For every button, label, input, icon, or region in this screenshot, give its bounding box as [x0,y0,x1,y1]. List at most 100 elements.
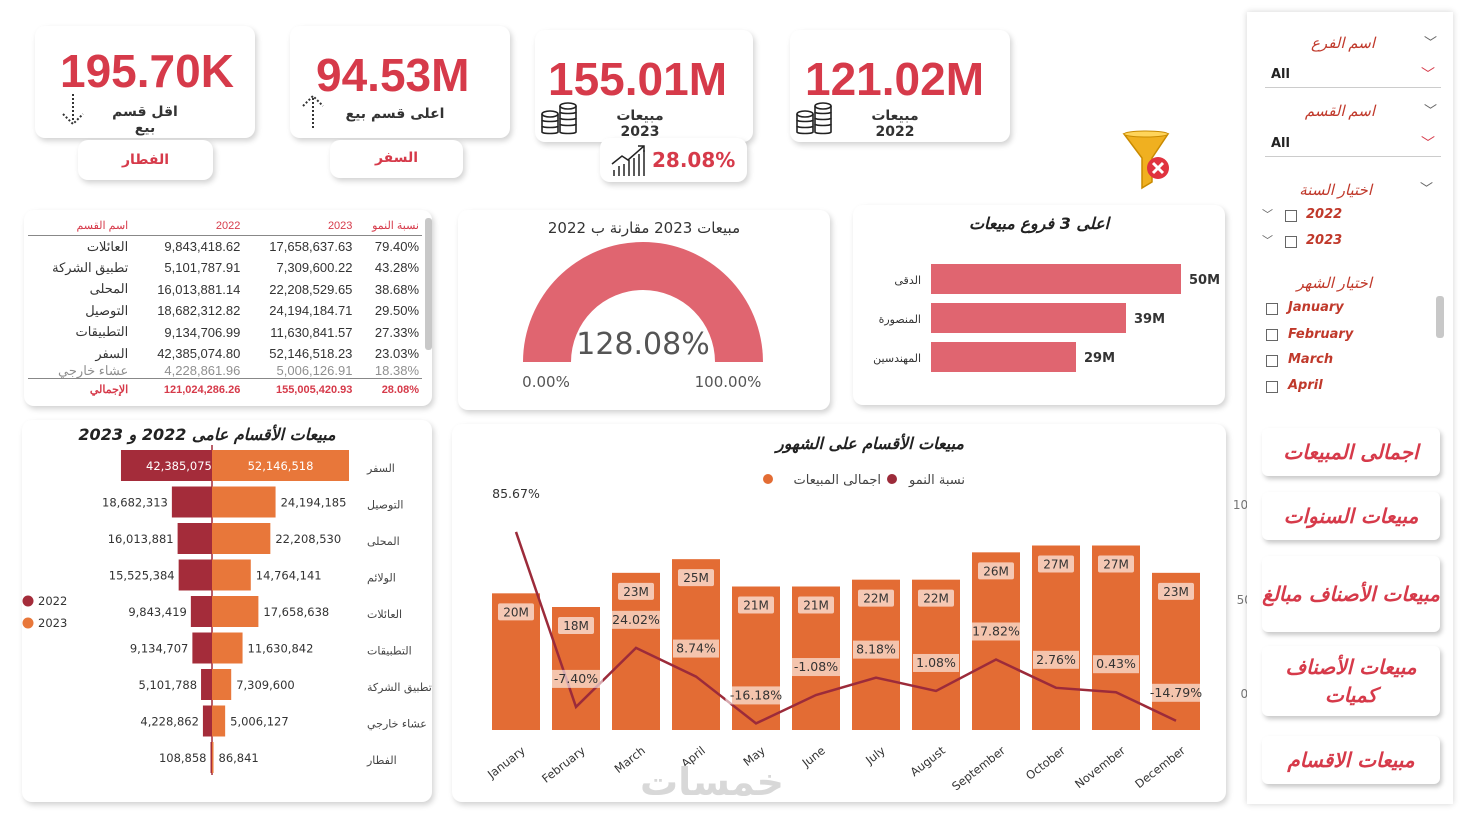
table-row[interactable]: السفر 42,385,074.80 52,146,518.23 23.03% [28,343,422,365]
table-cell-2023: 5,006,126.91 [276,364,353,379]
clear-filter-icon[interactable] [1122,130,1174,192]
bar-2023[interactable] [212,559,251,591]
bar-2023-label: 14,764,141 [256,569,322,583]
branch-bar[interactable] [931,264,1181,294]
nav-sections-sales-button[interactable]: مبيعات الاقسام [1262,736,1440,784]
table-row[interactable]: المحلى 16,013,881.14 22,208,529.65 38.68% [28,279,422,301]
growth-chart-icon [611,145,645,176]
branch-dropdown[interactable]: All ﹀ [1265,62,1441,88]
growth-label: -1.08% [794,659,838,674]
bar-2022[interactable] [190,596,212,627]
month-april-checkbox[interactable] [1266,381,1278,393]
table-header-2023[interactable]: 2023 [243,216,356,236]
chevron-down-icon[interactable]: ﹀ [1262,208,1273,221]
kpi-sales-2022-label: مبيعات 2022 [871,108,919,140]
kpi-card-max-sub [330,140,463,178]
bar-2023[interactable] [212,632,243,664]
kpi-min-section-label: اقل قسم بيع [112,104,178,136]
section-category-label: المحلى [367,535,400,548]
month-bar[interactable] [972,552,1020,730]
legend-label: 2022 [38,594,67,608]
month-february-label[interactable]: February [1288,327,1354,342]
table-cell-2023: 11,630,841.57 [270,324,353,340]
chevron-down-icon[interactable]: ﹀ [1420,182,1434,197]
table-header-growth[interactable]: نسبة النمو [355,216,422,236]
month-bar-label-bg [558,617,594,634]
bar-2022[interactable] [192,632,212,664]
year-2023-checkbox[interactable] [1285,236,1297,248]
month-bar-label: 22M [923,592,949,606]
kpi-sales-2022-value: 121.02M [805,53,985,105]
table-header-2022[interactable]: 2022 [131,216,244,236]
nav-items-amount-button[interactable]: مبيعات الأصناف مبالغ [1262,556,1440,632]
bar-2022[interactable] [120,450,212,481]
bar-2023[interactable] [212,669,232,700]
chevron-down-icon[interactable]: ﹀ [1262,234,1273,247]
branch-bar[interactable] [931,342,1076,372]
legend-growth: نسبة النمو [908,473,965,488]
growth-line[interactable] [514,531,1177,725]
bar-2022[interactable] [171,486,212,518]
bar-2023[interactable] [212,596,259,627]
month-bar[interactable] [1092,545,1140,731]
bar-2022[interactable] [201,669,212,700]
table-header-name[interactable]: اسم القسم [28,216,132,236]
bar-2023[interactable] [212,523,271,554]
chevron-down-icon[interactable]: ﹀ [1424,104,1438,119]
chevron-down-icon: ﹀ [1421,136,1435,152]
legend-dot [22,617,34,629]
month-bar-label-bg [618,582,654,600]
branch-label: الدقى [894,274,921,287]
month-bar-label-bg [738,596,774,614]
month-march-label[interactable]: March [1288,352,1334,367]
year-2022-label[interactable]: 2022 [1306,207,1343,222]
bar-2023[interactable] [212,450,349,481]
month-april-label[interactable]: April [1288,378,1323,393]
branch-dropdown-value: All [1271,67,1290,82]
growth-label: -7.40% [554,671,598,686]
month-january-checkbox[interactable] [1266,303,1278,315]
bar-2023[interactable] [212,742,214,773]
growth-label: 1.08% [916,655,956,670]
month-january-label[interactable]: January [1288,300,1344,315]
section-dropdown[interactable]: All ﹀ [1265,131,1441,157]
month-slicer-scrollbar[interactable] [1436,296,1444,338]
table-row[interactable]: العائلات 9,843,418.62 17,658,637.63 79.40% [28,236,422,258]
section-category-label: تطبيق الشركة [367,681,432,695]
gauge-min-label: 0.00% [522,373,570,391]
table-cell-2022: 9,134,706.99 [164,324,241,340]
year-2022-checkbox[interactable] [1285,210,1297,222]
growth-label-bg [789,658,843,677]
bar-2023[interactable] [212,705,226,737]
month-bar[interactable] [1032,545,1080,731]
bar-2023[interactable] [212,486,276,518]
kpi-max-section-name: السفر [374,150,419,166]
table-cell-2023: 52,146,518.23 [269,346,353,362]
table-scrollbar[interactable] [425,218,432,350]
table-cell-name: التطبيقات [75,324,129,340]
bar-2022[interactable] [178,559,212,591]
bar-2022[interactable] [177,523,212,554]
table-row[interactable]: التطبيقات 9,134,706.99 11,630,841.57 27.33% [28,322,422,344]
month-axis-label: November [1072,743,1128,790]
nav-total-sales-button[interactable]: اجمالى المبيعات [1262,428,1440,476]
nav-yearly-sales-button[interactable]: مبيعات السنوات [1262,492,1440,540]
branch-bar[interactable] [931,303,1126,333]
year-2023-label[interactable]: 2023 [1306,233,1343,248]
nav-items-quantity-button[interactable]: مبيعات الأصناف كميات [1262,646,1440,716]
branch-value: 29M [1084,351,1115,366]
table-cell-2022: 9,843,418.62 [164,239,241,254]
bar-2022[interactable] [202,705,212,737]
gauge-max-label: 100.00% [695,373,762,391]
top-branches-chart: الدقى 50M المنصورة 39M المهندسين 29M [873,264,1220,372]
kpi-max-section-label: اعلى قسم بيع [345,106,445,122]
month-march-checkbox[interactable] [1266,355,1278,367]
month-axis-label: June [799,743,828,770]
table-row[interactable]: التوصيل 18,682,312.82 24,194,184.71 29.50% [28,300,422,322]
month-february-checkbox[interactable] [1266,329,1278,341]
table-row[interactable]: عشاء خارجي 4,228,861.96 5,006,126.91 18.38% [28,365,422,379]
bar-2022[interactable] [210,742,213,773]
chevron-down-icon[interactable]: ﹀ [1424,36,1438,51]
table-cell-2022: 5,101,787.91 [164,260,241,276]
table-row[interactable]: تطبيق الشركة 5,101,787.91 7,309,600.22 43.2… [28,257,422,279]
